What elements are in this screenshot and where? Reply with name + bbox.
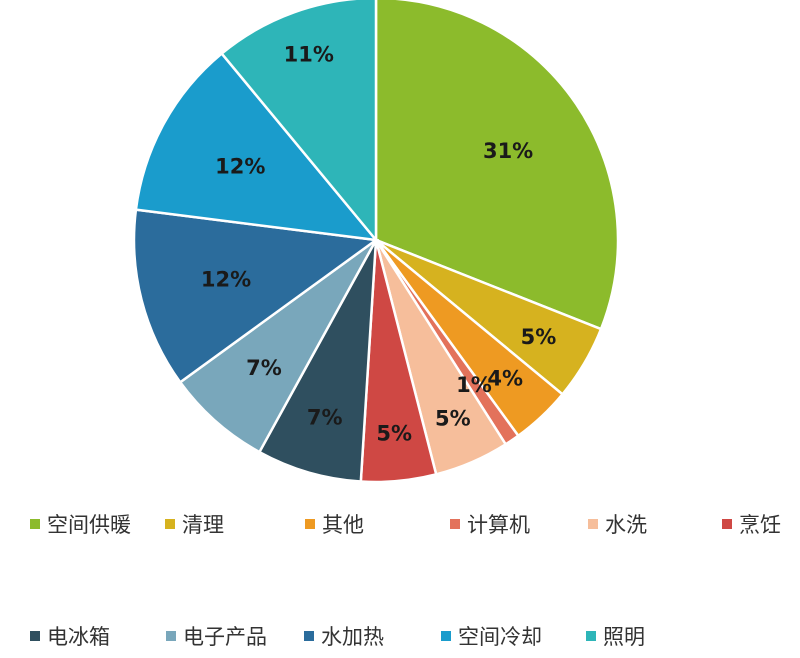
legend-swatch — [441, 631, 451, 641]
slice-percent-label: 1% — [456, 373, 492, 397]
pie-slices — [132, 0, 620, 484]
pie-slice — [374, 0, 620, 331]
slice-percent-label: 5% — [376, 422, 412, 446]
legend-label: 清理 — [182, 513, 224, 537]
legend-swatch — [165, 519, 175, 529]
legend-item: 空间冷却 — [441, 625, 542, 649]
slice-percent-label: 12% — [201, 268, 251, 292]
legend-item: 照明 — [586, 625, 645, 649]
legend-label: 空间供暖 — [47, 513, 131, 537]
legend-item: 计算机 — [450, 513, 530, 537]
legend-swatch — [30, 631, 40, 641]
legend-item: 水加热 — [304, 625, 384, 649]
slice-percent-label: 12% — [215, 154, 265, 178]
legend-item: 水洗 — [588, 513, 647, 537]
legend-swatch — [305, 519, 315, 529]
pie-slice — [257, 239, 378, 483]
legend-label: 电冰箱 — [47, 625, 110, 649]
legend-label: 照明 — [603, 625, 645, 649]
legend-item: 其他 — [305, 513, 364, 537]
legend-label: 水洗 — [605, 513, 647, 537]
legend-label: 烹饪 — [739, 513, 781, 537]
slice-percent-label: 31% — [483, 139, 533, 163]
slice-percent-label: 7% — [246, 356, 282, 380]
pie-labels: 31% 5% 4%1% 5% 5% 7% 7% 12% 12% 11% — [201, 42, 556, 445]
legend-label: 其他 — [322, 513, 364, 537]
legend-swatch — [586, 631, 596, 641]
pie-slice — [178, 238, 378, 454]
legend-item: 清理 — [165, 513, 224, 537]
legend-label: 电子产品 — [183, 625, 267, 649]
legend-swatch — [166, 631, 176, 641]
pie-slice — [219, 0, 378, 244]
legend-label: 计算机 — [467, 513, 530, 537]
legend-label: 空间冷却 — [458, 625, 542, 649]
legend-swatch — [722, 519, 732, 529]
legend-item: 电子产品 — [166, 625, 267, 649]
legend-item: 烹饪 — [722, 513, 781, 537]
slice-percent-label: 11% — [284, 42, 334, 66]
legend-item: 电冰箱 — [30, 625, 110, 649]
legend-swatch — [30, 519, 40, 529]
legend-swatch — [588, 519, 598, 529]
legend-swatch — [450, 519, 460, 529]
slice-percent-label: 4% — [487, 367, 523, 391]
pie-slice — [134, 51, 379, 242]
legend-item: 空间供暖 — [30, 513, 131, 537]
slice-percent-label: 7% — [307, 406, 343, 430]
slice-percent-label: 5% — [521, 325, 557, 349]
legend-label: 水加热 — [321, 625, 384, 649]
pie-slice — [132, 208, 380, 384]
legend-swatch — [304, 631, 314, 641]
slice-percent-label: 5% — [435, 407, 471, 431]
